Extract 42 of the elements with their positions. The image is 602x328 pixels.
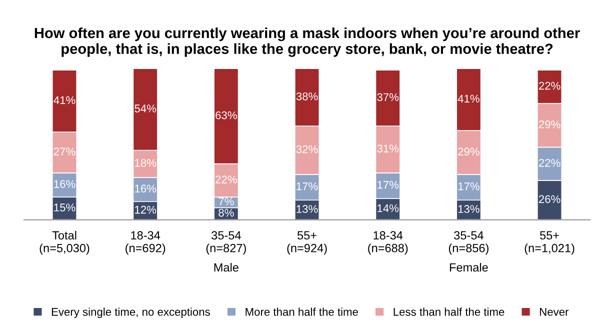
data-label: 26% [538,195,560,204]
data-label: 29% [538,120,560,128]
data-label: 22% [538,82,560,90]
data-label: 27% [54,148,76,156]
x-tick-label: 35-54 (n=827) [206,231,246,255]
data-label: 41% [458,94,480,103]
data-label: 22% [216,176,237,184]
x-tick-label: 55+ (n=1,021) [524,231,574,255]
data-label: 12% [135,206,156,214]
data-label: 14% [378,204,399,212]
data-label: 7% [218,198,234,206]
data-label: 17% [296,182,318,190]
data-label: 38% [296,92,318,100]
x-tick-label: 35-54 (n=856) [448,231,488,255]
legend-label: Never [540,308,569,316]
x-tick-label: 18-34 (n=692) [126,231,166,255]
data-label: 22% [538,158,560,167]
data-label: 32% [296,145,318,154]
legend-label: More than half the time [246,308,358,316]
data-label: 17% [458,182,480,190]
data-label: 18% [135,158,156,167]
data-label: 15% [54,204,76,212]
data-label: 16% [135,184,156,193]
data-label: 13% [458,205,480,213]
data-label: 63% [216,111,237,120]
legend-label: Every single time, no exceptions [52,308,210,318]
data-label: 16% [54,180,76,188]
data-label: 13% [296,205,318,213]
data-label: 8% [218,208,234,217]
x-tick-label: Total (n=5,030) [40,230,90,255]
data-label: 17% [378,180,399,189]
legend-label: Less than half the time [394,308,504,316]
x-tick-label: 18-34 (n=688) [368,231,408,255]
text: Female [450,262,488,272]
data-label: 37% [377,93,399,102]
chart-title: How often are you currently wearing a mask indoors when you’re around other people, that is, in places like the grocery store, bank, or movie theatre? [34,27,580,57]
text: Male [214,262,238,272]
data-label: 54% [134,104,156,112]
data-label: 41% [54,96,76,104]
data-label: 31% [377,144,399,152]
data-label: 29% [458,148,480,156]
x-tick-label: 55+ (n=924) [287,231,327,255]
